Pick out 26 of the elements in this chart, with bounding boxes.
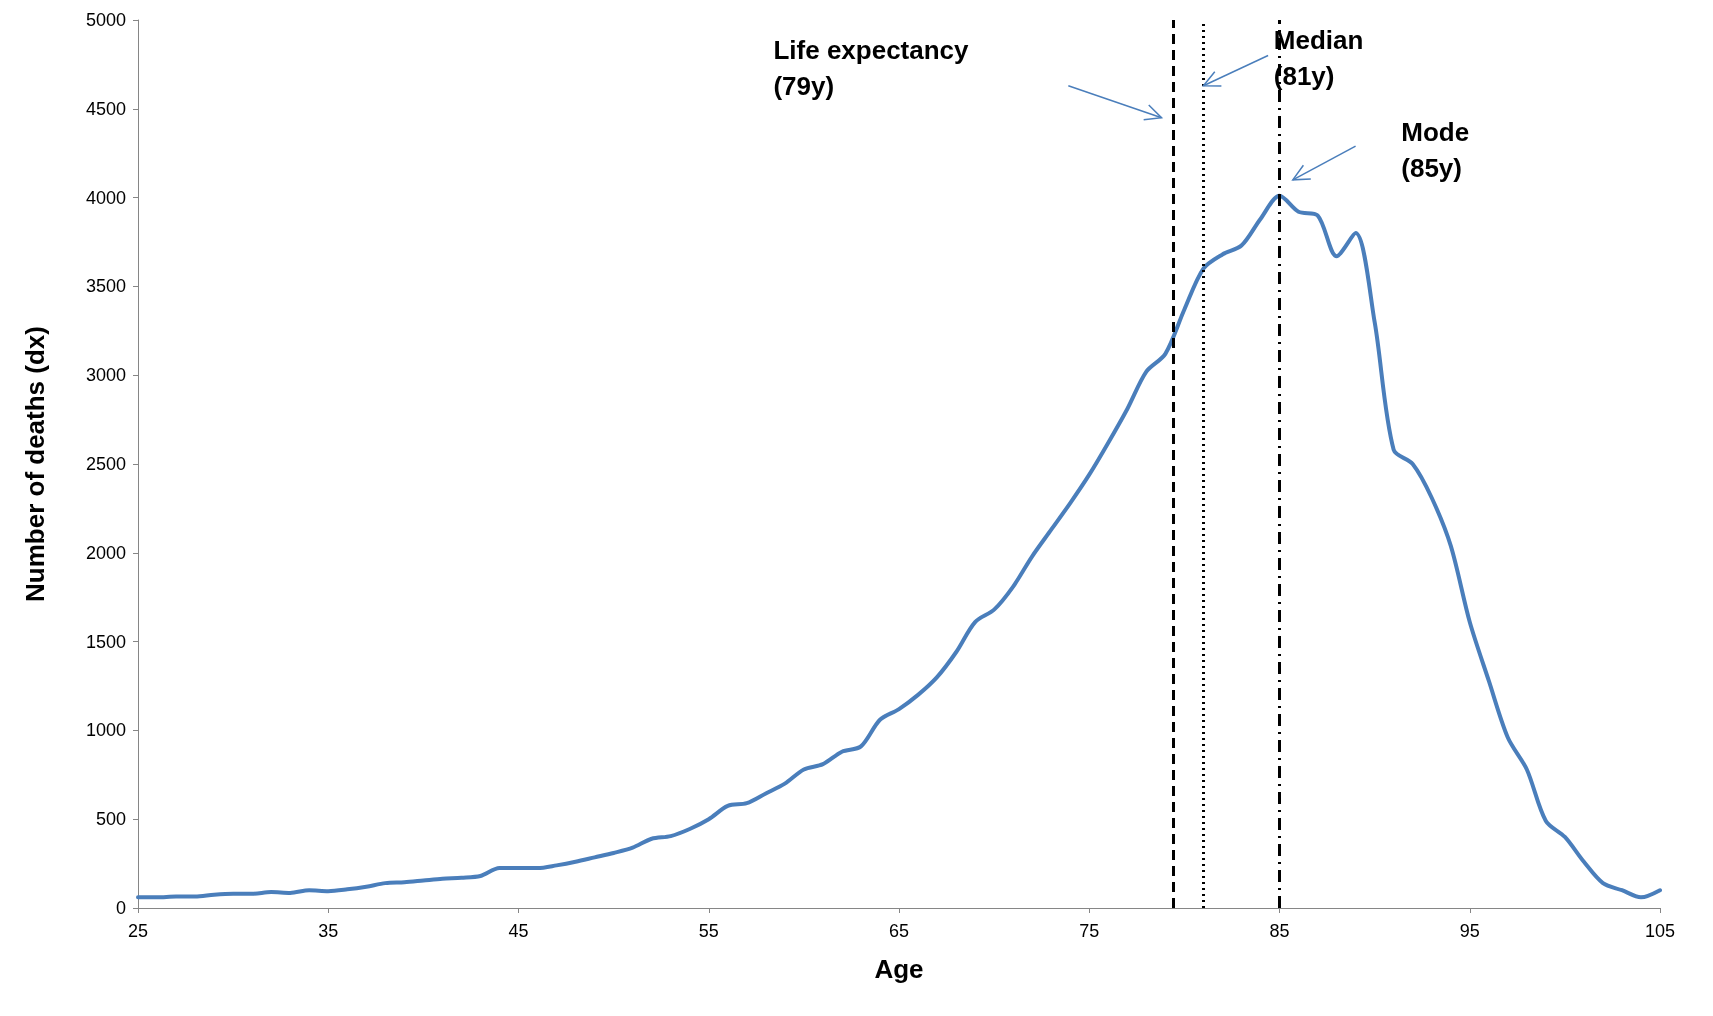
- x-tick-label: 75: [1079, 921, 1100, 941]
- line-series: [136, 193, 1662, 900]
- y-tick-label: 2000: [85, 542, 126, 563]
- y-axis-title: Number of deaths (dx): [20, 326, 50, 602]
- y-tick-label: 1000: [85, 720, 126, 741]
- x-tick-label: 55: [698, 921, 719, 941]
- y-tick-label: 3000: [85, 365, 126, 386]
- y-tick-label: 1500: [85, 631, 126, 652]
- x-tick-label: 105: [1644, 921, 1676, 941]
- x-tick-label: 85: [1269, 921, 1290, 941]
- x-tick-label: 45: [508, 921, 529, 941]
- y-tick-label: 4000: [85, 187, 126, 208]
- x-tick-label: 25: [127, 921, 149, 941]
- y-tick-label: 2500: [85, 454, 126, 474]
- y-tick-label: 0: [115, 898, 126, 918]
- x-tick-label: 35: [318, 921, 339, 941]
- y-tick-label: 4500: [85, 98, 126, 119]
- x-tick-label: 65: [888, 921, 910, 941]
- annotation: Life expectancy (79y): [773, 35, 976, 102]
- annotation: Median (81y): [1273, 24, 1371, 91]
- x-tick-label: 95: [1459, 921, 1480, 941]
- y-tick-label: 5000: [85, 10, 126, 30]
- y-tick-label: 3500: [85, 276, 126, 297]
- y-tick-label: 500: [95, 809, 126, 830]
- x-axis-title: Age: [874, 954, 924, 984]
- annotation: Mode (85y): [1401, 117, 1477, 184]
